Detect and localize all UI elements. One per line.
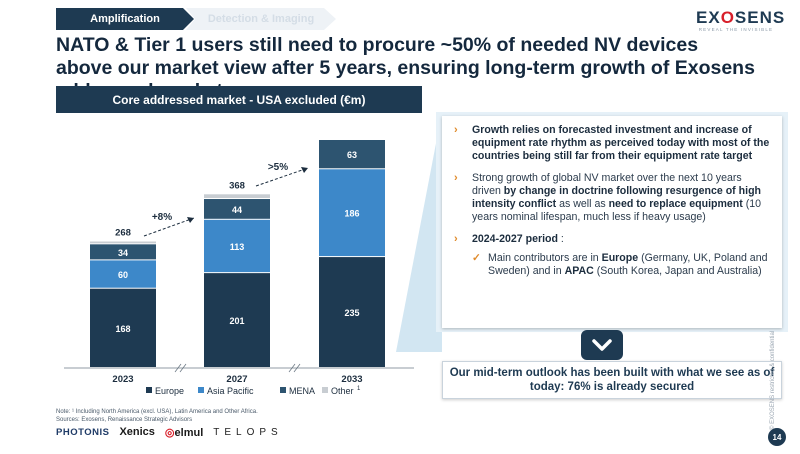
legend-swatch-europe [146, 387, 152, 393]
bar-2027-asia-pacific [204, 219, 270, 273]
total-label-2027: 368 [229, 180, 245, 191]
footnote-sources: Sources: Exosens, Renaissance Strategic … [56, 417, 193, 423]
checkmark-icon: ✓ [472, 252, 481, 264]
growth-arrow-0 [143, 217, 195, 237]
bullet3-bold: 2024-2027 period [472, 233, 558, 245]
confidential-notice: © EXOSENS restricted & confidential [770, 330, 780, 430]
bullet2-bold-1: by change in doctrine following resurgen… [472, 185, 762, 210]
sub-text-2: (Germany, UK, Poland and Sweden) and in [488, 252, 768, 277]
bullet-growth-relies: › Growth relies on forecasted investment… [454, 124, 772, 163]
data-label-2023-mena: 34 [118, 248, 128, 258]
chevron-right-icon: › [454, 172, 458, 184]
growth-arrowhead-1 [301, 167, 308, 173]
bullet2-text-3: (10 years nominal lifespan, much less if… [472, 198, 762, 223]
elmul-logo-text: elmul [174, 426, 204, 439]
growth-drivers-panel: › Growth relies on forecasted investment… [442, 116, 782, 328]
legend-label-asia-pacific: Asia Pacific [207, 386, 254, 396]
legend-footnote-mark: 1 [357, 386, 361, 392]
footnote-note: Note: ¹ Including North America (excl. U… [56, 409, 258, 415]
legend-swatch-mena [280, 387, 286, 393]
exosens-logo: EXOSENS REVEAL THE INVISIBLE [696, 8, 784, 32]
data-label-2023-asia-pacific: 60 [118, 270, 128, 280]
bullet1-text: Growth relies on forecasted investment a… [472, 124, 770, 162]
data-label-2027-asia-pacific: 113 [230, 242, 245, 252]
telops-logo: TELOPS [213, 426, 283, 438]
tab-amplification[interactable]: Amplification [56, 8, 194, 30]
sub-bold-2: APAC [564, 265, 594, 277]
bar-2033-europe [319, 257, 385, 367]
data-label-2027-europe: 201 [229, 316, 244, 326]
page-number: 14 [768, 428, 786, 446]
data-label-2033-mena: 63 [347, 150, 357, 160]
logo-wordmark: EXOSENS [696, 8, 784, 28]
growth-arrow-1 [255, 167, 309, 187]
growth-label-1: >5% [268, 162, 288, 173]
tab-detection-imaging-label: Detection & Imaging [207, 13, 315, 25]
chevron-right-icon: › [454, 124, 458, 136]
x-tick-2027: 2027 [226, 374, 247, 385]
x-tick-2033: 2033 [341, 374, 362, 385]
photonis-logo: PHOTONIS [56, 426, 110, 438]
confidential-text: © EXOSENS restricted & confidential [770, 330, 776, 430]
data-label-2033-asia-pacific: 186 [344, 209, 359, 219]
logo-part-2: O [720, 8, 735, 27]
sub-bullet-contributors: ✓ Main contributors are in Europe (Germa… [454, 252, 772, 278]
chart-header: Core addressed market - USA excluded (€m… [56, 86, 422, 113]
chevron-down-icon [581, 330, 623, 360]
bar-2023-mena [90, 244, 156, 260]
bar-2023-europe [90, 288, 156, 367]
tab-detection-imaging[interactable]: Detection & Imaging [186, 8, 336, 30]
bar-2027-europe [204, 273, 270, 367]
bar-2033-mena [319, 140, 385, 169]
legend-label-other: Other [331, 386, 354, 396]
sub-text-1: Main contributors are in [488, 252, 602, 264]
growth-arrowhead-0 [187, 217, 194, 223]
x-tick-2023: 2023 [112, 374, 133, 385]
data-label-2023-europe: 168 [115, 324, 130, 334]
bar-2023-other [90, 241, 156, 244]
chevron-right-icon: › [454, 233, 458, 245]
bullet-period: › 2024-2027 period : [454, 233, 772, 246]
total-label-2023: 268 [115, 228, 131, 239]
legend-swatch-other [322, 387, 328, 393]
footnote: Note: ¹ Including North America (excl. U… [56, 408, 258, 424]
legend-label-mena: MENA [289, 386, 315, 396]
growth-label-0: +8% [152, 212, 172, 223]
xenics-logo: Xenics [119, 426, 155, 438]
axis-break-0-b [179, 363, 187, 373]
partner-logos: PHOTONIS Xenics ◎elmul TELOPS [56, 424, 283, 440]
bullet2-bold-2: need to replace equipment [608, 198, 743, 210]
bar-2023-asia-pacific [90, 260, 156, 288]
axis-break-1-b [293, 363, 301, 373]
legend-label-europe: Europe [155, 386, 184, 396]
bar-2027-mena [204, 199, 270, 219]
stacked-bar-chart: 1686034268202320111344368202723518663497… [64, 140, 414, 396]
sub-bold-1: Europe [601, 252, 639, 264]
elmul-logo: ◎elmul [164, 426, 204, 439]
data-label-2033-europe: 235 [344, 308, 359, 318]
logo-part-1: EX [696, 8, 721, 27]
bullet2-text-2: as well as [556, 198, 609, 210]
legend-swatch-asia-pacific [198, 387, 204, 393]
outlook-callout: Our mid-term outlook has been built with… [442, 361, 782, 399]
data-label-2027-mena: 44 [232, 205, 242, 215]
sub-text-3: (South Korea, Japan and Australia) [593, 265, 762, 277]
bar-2027-other [204, 194, 270, 199]
tab-amplification-label: Amplification [90, 13, 160, 25]
logo-part-3: SENS [734, 8, 786, 27]
bullet2-text-1: Strong growth of global NV market over t… [472, 172, 742, 197]
bar-2033-asia-pacific [319, 169, 385, 257]
logo-tagline: REVEAL THE INVISIBLE [698, 27, 774, 32]
bullet-strong-growth: › Strong growth of global NV market over… [454, 172, 772, 224]
axis-break-1-a [288, 363, 296, 373]
axis-break-0-a [174, 363, 182, 373]
bullet3-text: : [557, 233, 564, 245]
